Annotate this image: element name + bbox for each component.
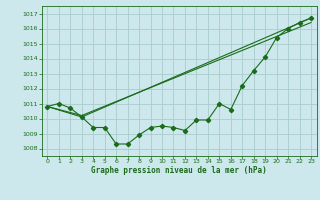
X-axis label: Graphe pression niveau de la mer (hPa): Graphe pression niveau de la mer (hPa) — [91, 166, 267, 175]
